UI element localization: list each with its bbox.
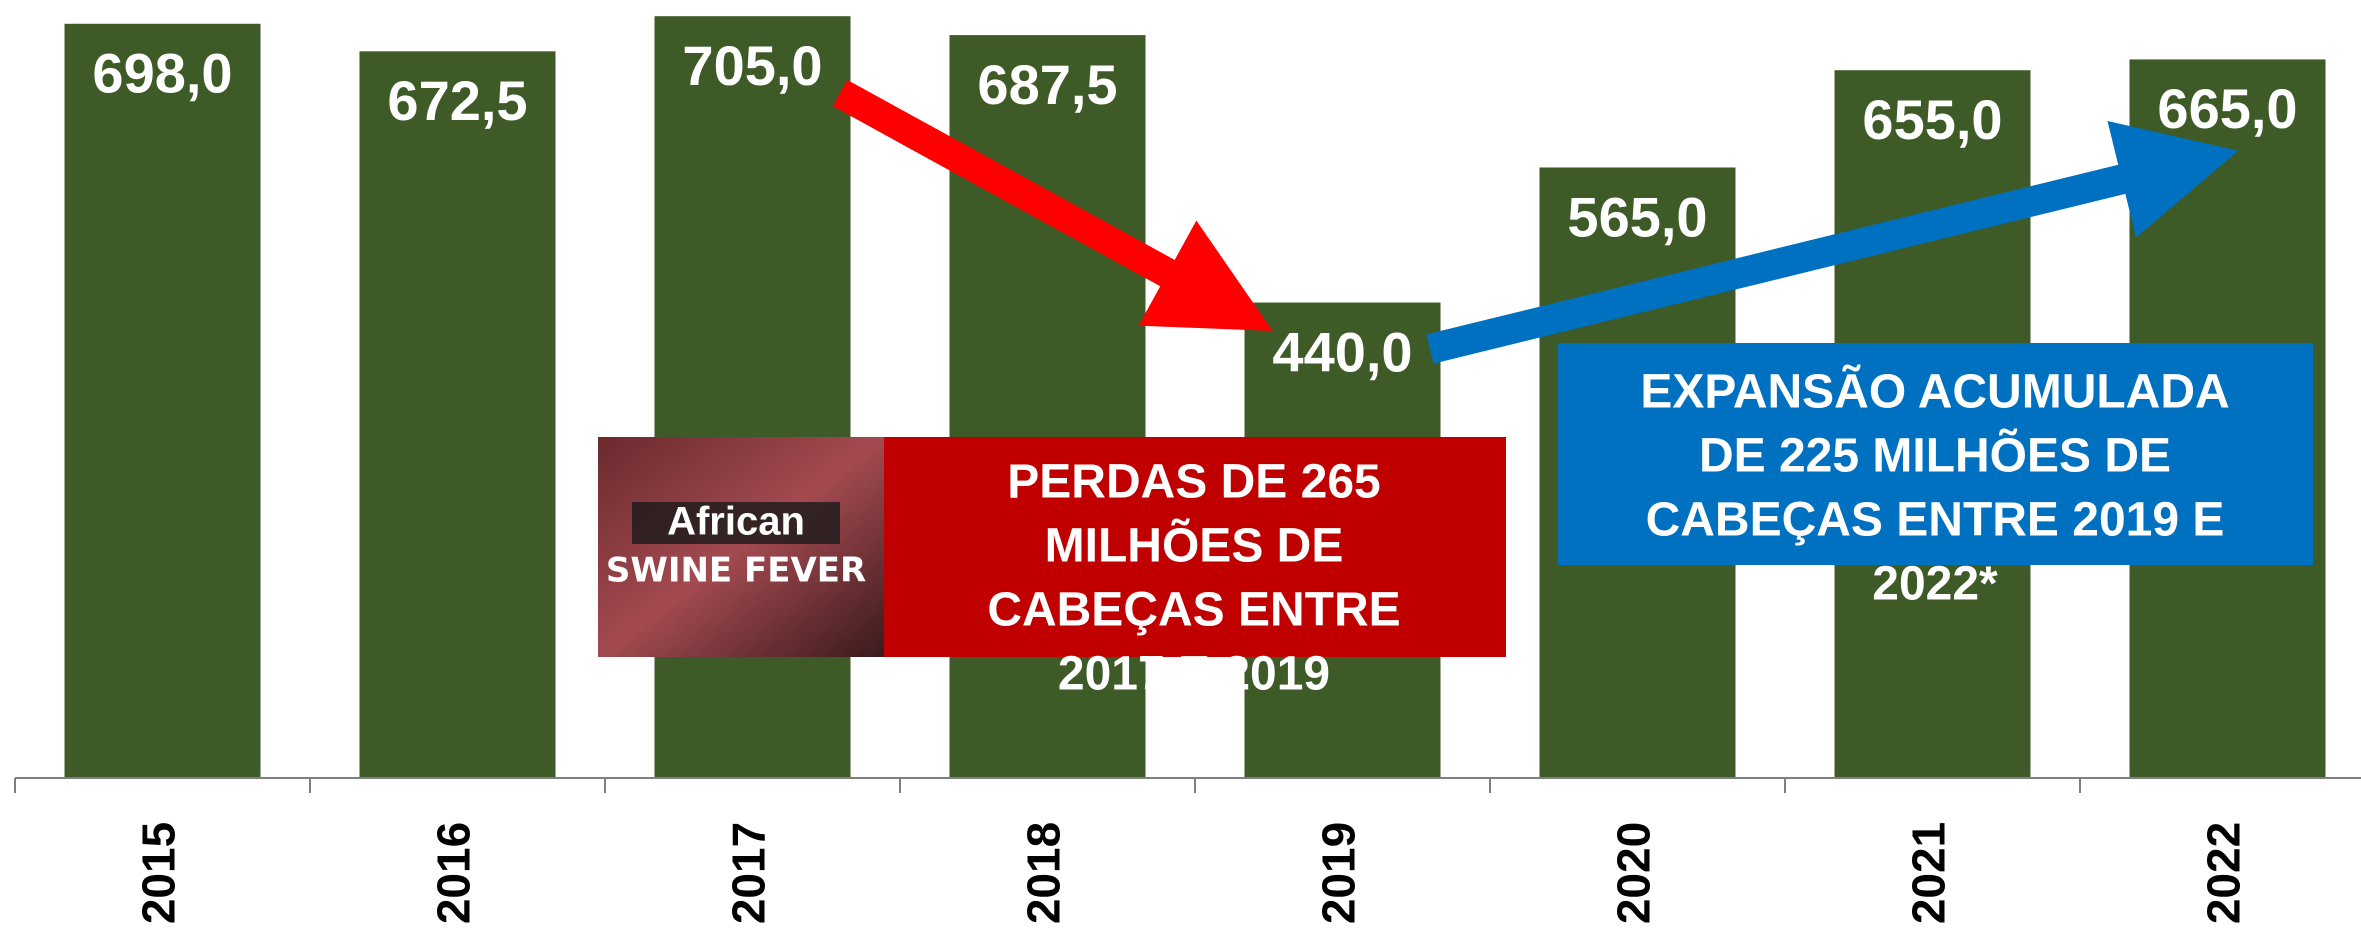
value-label: 665,0 [2157,77,2297,140]
value-label: 440,0 [1272,320,1412,383]
bar [654,16,851,779]
annotation-text: CABEÇAS ENTRE [987,584,1400,637]
bar [359,51,556,778]
bar [64,23,261,779]
value-label: 672,5 [387,69,527,132]
x-tick-label: 2020 [1608,822,1660,924]
asf-label-bg [632,502,840,544]
annotation-text: MILHÕES DE [1045,518,1344,573]
expansion-box [1558,343,2313,565]
annotation-text: CABEÇAS ENTRE 2019 E [1646,494,2225,547]
value-label: 705,0 [682,34,822,97]
annotation-text: EXPANSÃO ACUMULADA [1640,364,2229,419]
loss-box [884,437,1506,657]
x-tick-label: 2015 [133,822,185,924]
annotation-text: DE 225 MILHÕES DE [1699,428,2171,483]
x-tick-label: 2017 [723,822,775,924]
x-tick-label: 2022 [2198,822,2250,924]
value-label: 565,0 [1567,185,1707,248]
asf-text: African [667,500,805,544]
x-tick-label: 2016 [428,822,480,924]
annotation-text: PERDAS DE 265 [1007,456,1380,509]
asf-text: SWINE FEVER [606,551,866,591]
x-tick-label: 2018 [1018,822,1070,924]
loss-arrow [832,79,1273,331]
value-label: 698,0 [92,42,232,105]
annotations: African SWINE FEVER [598,79,2313,657]
x-tick-label: 2021 [1903,822,1955,924]
asf-image [598,437,884,657]
growth-arrow [1426,121,2239,364]
annotation-text: 2017 E 2019 [1058,648,1330,701]
x-tick-label: 2019 [1313,822,1365,924]
annotation-text: 2022* [1872,558,1998,611]
value-label: 687,5 [977,53,1117,116]
value-label: 655,0 [1862,88,2002,151]
